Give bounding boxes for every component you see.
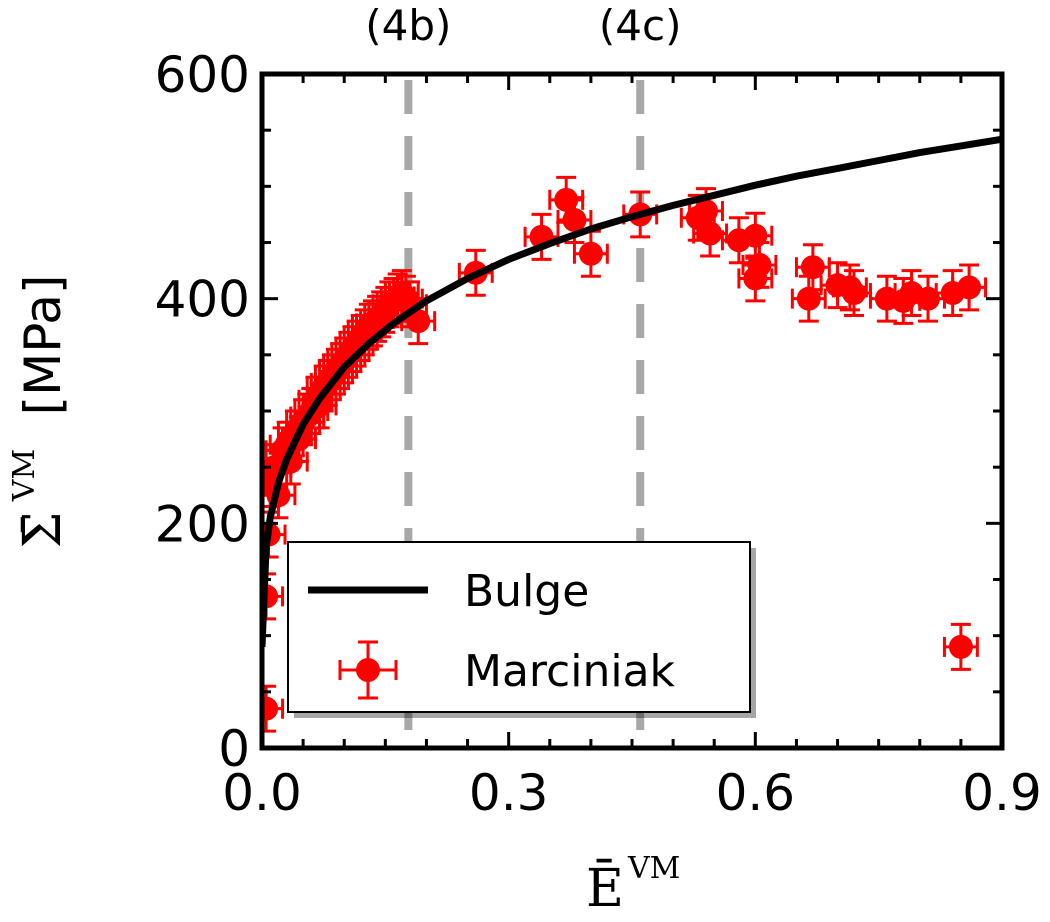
y-axis-title: Σ̄: [13, 512, 73, 549]
marciniak-point: [942, 622, 979, 671]
marciniak-point: [572, 229, 609, 278]
legend-marciniak-label: Marciniak: [464, 646, 676, 697]
marker-dot: [957, 275, 982, 300]
marker-dot: [743, 266, 768, 291]
x-tick-label: 0.6: [716, 764, 796, 822]
marker-dot: [562, 208, 587, 233]
ticks: [260, 72, 1004, 750]
y-tick-label: 0: [218, 720, 250, 778]
legend-bulge-label: Bulge: [464, 566, 589, 617]
x-tick-label: 0.9: [962, 764, 1042, 822]
marciniak-point: [951, 263, 988, 312]
marciniak-point: [692, 209, 729, 258]
marciniak-point: [794, 243, 831, 292]
marciniak-point: [262, 684, 285, 733]
marker-dot: [796, 286, 821, 311]
vline-label-1: (4b): [365, 1, 451, 50]
marker-dot: [743, 223, 768, 248]
marciniak-point: [831, 263, 868, 312]
marciniak-point: [737, 254, 774, 303]
x-tick-label: 0.3: [469, 764, 549, 822]
y-tick-label: 400: [155, 271, 250, 329]
legend-marciniak-dot: [356, 658, 380, 682]
vline-label-2: (4c): [599, 1, 682, 50]
x-axis-title-sup: VM: [627, 851, 680, 886]
y-tick-label: 600: [155, 46, 250, 104]
y-axis-unit: [MPa]: [14, 275, 72, 416]
marker-dot: [262, 696, 279, 721]
x-tick-label: 0.0: [222, 764, 302, 822]
y-axis-title-sup: VM: [7, 449, 42, 502]
y-axis-title-group: Σ̄ VM [MPa]: [7, 275, 73, 549]
marker-dot: [837, 275, 862, 300]
marker-dot: [554, 187, 579, 212]
bulge-line: [262, 135, 1002, 648]
legend-box: [287, 541, 751, 713]
marker-dot: [578, 241, 603, 266]
y-tick-label: 200: [155, 495, 250, 553]
x-axis-title: Ē: [586, 859, 624, 919]
marker-dot: [698, 221, 723, 246]
marker-dot: [948, 634, 973, 659]
legend: Bulge Marciniak: [287, 541, 756, 718]
marker-dot: [800, 255, 825, 280]
marciniak-point: [737, 211, 774, 260]
marker-dot: [406, 309, 431, 334]
marker-dot: [916, 286, 940, 311]
